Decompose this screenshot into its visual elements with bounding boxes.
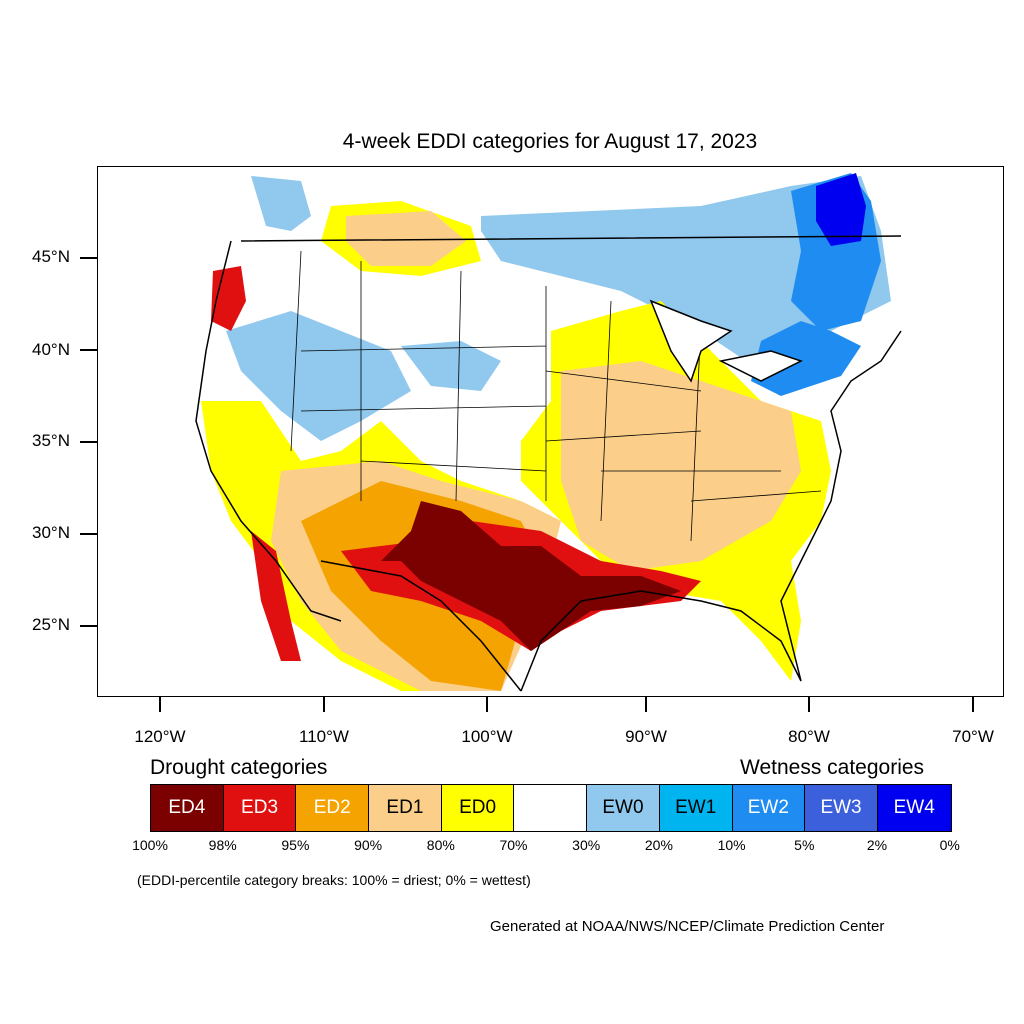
lat-label-40: 40°N xyxy=(32,340,70,359)
lat-label-25: 25°N xyxy=(32,615,70,634)
region-ed3-baja xyxy=(251,531,301,661)
lon-label-70: 70°W xyxy=(952,727,994,746)
lon-tick-90 xyxy=(645,697,647,712)
legend-break-label: 2% xyxy=(866,837,888,853)
lat-tick-35 xyxy=(80,441,97,443)
region-ew0-canada xyxy=(481,176,891,371)
legend-cell-ew1: EW1 xyxy=(659,785,733,831)
legend-cell-neutral xyxy=(514,785,588,831)
region-ew0-nd xyxy=(401,341,501,391)
lon-label-80: 80°W xyxy=(788,727,830,746)
category-note: (EDDI-percentile category breaks: 100% =… xyxy=(137,872,531,888)
legend-break-label: 0% xyxy=(939,837,960,853)
lon-label-110: 110°W xyxy=(299,727,349,746)
legend-break-label: 98% xyxy=(208,837,237,853)
map-panel xyxy=(97,166,1004,697)
legend-break-label: 90% xyxy=(354,837,383,853)
region-ed4-tx xyxy=(381,501,681,651)
lon-label-100: 100°W xyxy=(461,727,513,746)
region-ew2-ne xyxy=(751,321,861,396)
region-ed1-mt xyxy=(346,211,466,266)
credit-text: Generated at NOAA/NWS/NCEP/Climate Predi… xyxy=(490,918,885,935)
map-title: 4-week EDDI categories for August 17, 20… xyxy=(342,130,758,153)
legend-break-label: 10% xyxy=(717,837,746,853)
region-ed3-pnw xyxy=(211,266,246,331)
lon-tick-70 xyxy=(972,697,974,712)
legend-cell-ed0: ED0 xyxy=(441,785,515,831)
legend-drought-heading: Drought categories xyxy=(150,756,328,779)
lat-label-35: 35°N xyxy=(32,431,70,450)
legend-cell-ew3: EW3 xyxy=(805,785,878,831)
lat-tick-45 xyxy=(80,257,97,259)
lon-tick-110 xyxy=(323,697,325,712)
region-ed1-central xyxy=(561,361,801,571)
legend-cell-ed4: ED4 xyxy=(151,785,224,831)
legend-break-label: 95% xyxy=(281,837,310,853)
lon-tick-120 xyxy=(159,697,161,712)
legend-cell-ew4: EW4 xyxy=(877,785,951,831)
state-borders xyxy=(290,250,822,542)
legend-cell-ed3: ED3 xyxy=(223,785,297,831)
lon-label-120: 120°W xyxy=(134,727,186,746)
lon-tick-80 xyxy=(808,697,810,712)
legend-cell-ed2: ED2 xyxy=(296,785,370,831)
eddi-map xyxy=(195,173,902,692)
legend-break-label: 100% xyxy=(132,837,168,853)
lat-tick-25 xyxy=(80,625,97,627)
lat-label-45: 45°N xyxy=(32,247,70,266)
legend-wetness-heading: Wetness categories xyxy=(740,756,925,779)
legend-break-label: 70% xyxy=(499,837,528,853)
region-ew0-north xyxy=(251,176,311,231)
legend-cell-ed1: ED1 xyxy=(369,785,442,831)
legend-cell-ew0: EW0 xyxy=(587,785,660,831)
region-ew0-west xyxy=(226,311,411,441)
legend-break-label: 20% xyxy=(644,837,673,853)
legend-colorbar: ED4 ED3 ED2 ED1 ED0 EW0 EW1 EW2 EW3 EW4 xyxy=(150,784,952,832)
legend-break-label: 80% xyxy=(426,837,455,853)
lon-label-90: 90°W xyxy=(625,727,667,746)
lat-label-30: 30°N xyxy=(32,523,70,542)
lat-tick-30 xyxy=(80,533,97,535)
us-outline xyxy=(195,235,902,692)
legend-break-label: 30% xyxy=(572,837,601,853)
great-lakes xyxy=(649,299,803,383)
legend-break-label: 5% xyxy=(794,837,815,853)
lat-tick-40 xyxy=(80,349,97,351)
legend-cell-ew2: EW2 xyxy=(732,785,806,831)
lon-tick-100 xyxy=(486,697,488,712)
region-ew4-quebec xyxy=(816,173,866,246)
